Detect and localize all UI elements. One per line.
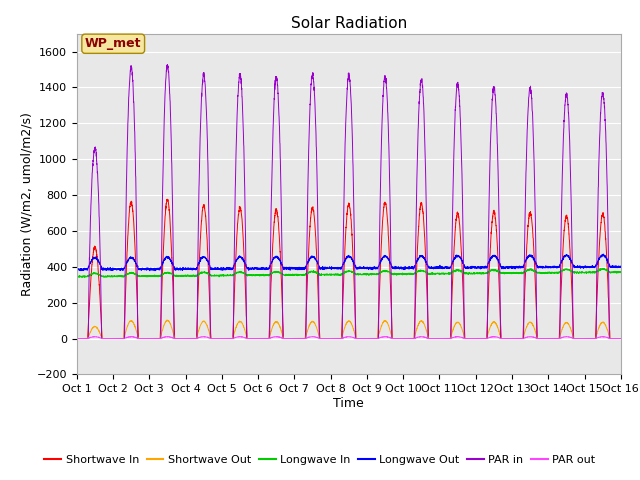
Title: Solar Radiation: Solar Radiation [291,16,407,31]
Text: WP_met: WP_met [85,37,141,50]
Y-axis label: Radiation (W/m2, umol/m2/s): Radiation (W/m2, umol/m2/s) [20,112,34,296]
Legend: Shortwave In, Shortwave Out, Longwave In, Longwave Out, PAR in, PAR out: Shortwave In, Shortwave Out, Longwave In… [40,451,600,469]
X-axis label: Time: Time [333,397,364,410]
